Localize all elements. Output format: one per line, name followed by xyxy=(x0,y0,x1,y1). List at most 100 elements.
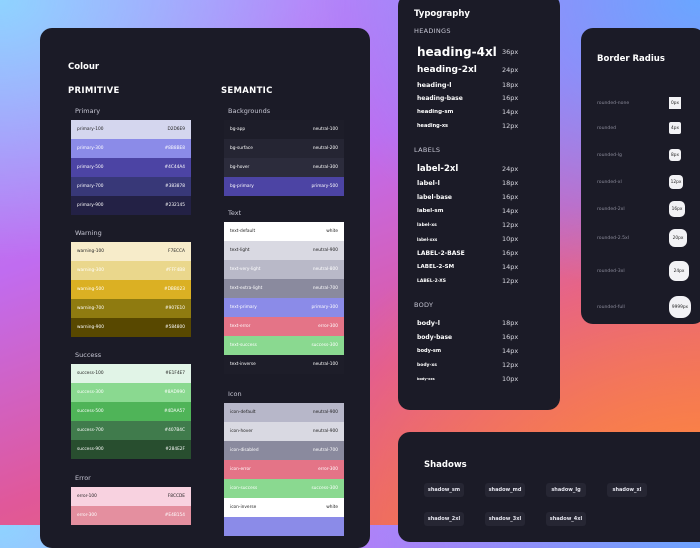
swatch-group-label: Icon xyxy=(228,390,242,398)
swatch-value: #232145 xyxy=(164,203,185,208)
type-style-row: heading-l 18px xyxy=(417,79,547,91)
type-style-size: 14px xyxy=(502,263,519,271)
shadow-chip[interactable]: shadow_2xl xyxy=(424,512,464,526)
swatch-name: primary-100 xyxy=(77,127,104,132)
shadow-chip[interactable]: shadow_3xl xyxy=(485,512,525,526)
color-swatch[interactable]: text-very-light neutral-800 xyxy=(224,260,344,279)
color-swatch[interactable]: primary-100 D2D6E9 xyxy=(71,120,191,139)
type-style-row: heading-base 16px xyxy=(417,92,547,104)
swatch-name: text-inverse xyxy=(230,362,256,367)
swatch-value: #8AD990 xyxy=(164,390,185,395)
swatch-name: text-error xyxy=(230,324,251,329)
swatch-value: white xyxy=(326,229,338,234)
type-style-name: body-xs xyxy=(417,362,437,368)
type-style-row: body-xs 12px xyxy=(417,359,547,371)
type-style-name: heading-4xl xyxy=(417,45,497,59)
type-style-row: body-xxs 10px xyxy=(417,373,547,385)
colour-panel: Colour PRIMITIVE SEMANTIC Primary primary… xyxy=(40,28,370,548)
type-style-row: body-sm 14px xyxy=(417,345,547,357)
color-swatch[interactable]: success-100 #E1F4E7 xyxy=(71,364,191,383)
color-swatch[interactable]: icon-hover neutral-900 xyxy=(224,422,344,441)
radius-name: rounded-2xl xyxy=(597,206,625,212)
swatch-value: neutral-900 xyxy=(312,248,338,253)
color-swatch[interactable]: warning-100 F7ECCA xyxy=(71,242,191,261)
color-swatch[interactable]: text-primary primary-300 xyxy=(224,298,344,317)
swatch-value: success-300 xyxy=(311,486,338,491)
swatch-value: neutral-100 xyxy=(312,127,338,132)
swatch-value: neutral-900 xyxy=(312,429,338,434)
color-swatch[interactable]: error-300 #E4B154 xyxy=(71,506,191,525)
color-swatch[interactable]: text-success success-300 xyxy=(224,336,344,355)
shadow-chip[interactable]: shadow_4xl xyxy=(546,512,586,526)
type-style-name: body-sm xyxy=(417,348,442,354)
swatch-group: bg-app neutral-100 bg-surface neutral-200 bg… xyxy=(224,120,344,196)
shadow-chip[interactable]: shadow_md xyxy=(485,483,525,497)
color-swatch[interactable]: warning-900 #584800 xyxy=(71,318,191,337)
swatch-name: text-default xyxy=(230,229,256,234)
swatch-name: bg-primary xyxy=(230,184,254,189)
color-swatch[interactable]: text-light neutral-900 xyxy=(224,241,344,260)
swatch-name: warning-100 xyxy=(77,249,104,254)
color-swatch[interactable]: warning-700 #907E10 xyxy=(71,299,191,318)
type-style-size: 16px xyxy=(502,333,519,341)
color-swatch[interactable]: icon-success success-300 xyxy=(224,479,344,498)
shadow-chip[interactable]: shadow_sm xyxy=(424,483,464,497)
swatch-name: icon-default xyxy=(230,410,256,415)
swatch-group-label: Success xyxy=(75,351,102,359)
color-swatch[interactable]: primary-500 #4C44A4 xyxy=(71,158,191,177)
type-style-name: heading-base xyxy=(417,94,463,102)
color-swatch[interactable]: bg-surface neutral-200 xyxy=(224,139,344,158)
swatch-name: primary-900 xyxy=(77,203,104,208)
color-swatch[interactable]: text-error error-300 xyxy=(224,317,344,336)
type-style-row: heading-xs 12px xyxy=(417,120,547,132)
swatch-group-label: Primary xyxy=(75,107,101,115)
border-radius-title: Border Radius xyxy=(597,54,665,64)
color-swatch[interactable]: icon-inverse white xyxy=(224,498,344,517)
color-swatch[interactable]: success-500 #4DAA57 xyxy=(71,402,191,421)
type-group-heading: BODY xyxy=(414,301,434,309)
swatch-value: error-300 xyxy=(318,324,338,329)
radius-row: rounded-none 0px xyxy=(597,93,697,113)
swatch-value: primary-500 xyxy=(311,184,339,189)
color-swatch[interactable]: primary-300 #8B8BE8 xyxy=(71,139,191,158)
type-style-name: label-2xl xyxy=(417,164,459,174)
type-group-heading: HEADINGS xyxy=(414,27,451,35)
color-swatch[interactable] xyxy=(224,517,344,536)
type-style-row: label-2xl 24px xyxy=(417,163,547,175)
color-swatch[interactable]: icon-error error-300 xyxy=(224,460,344,479)
color-swatch[interactable]: text-inverse neutral-100 xyxy=(224,355,344,374)
color-swatch[interactable]: bg-app neutral-100 xyxy=(224,120,344,139)
color-swatch[interactable]: success-700 #407B4C xyxy=(71,421,191,440)
swatch-name: text-primary xyxy=(230,305,257,310)
color-swatch[interactable]: success-900 #284E2F xyxy=(71,440,191,459)
color-swatch[interactable]: text-default white xyxy=(224,222,344,241)
swatch-value: #8B8BE8 xyxy=(164,146,185,151)
color-swatch[interactable]: warning-500 #DBB023 xyxy=(71,280,191,299)
color-swatch[interactable]: primary-900 #232145 xyxy=(71,196,191,215)
color-swatch[interactable]: bg-hover neutral-300 xyxy=(224,158,344,177)
color-swatch[interactable]: text-extra-light neutral-700 xyxy=(224,279,344,298)
shadow-chip[interactable]: shadow_lg xyxy=(546,483,586,497)
radius-sample: 8px xyxy=(669,149,681,161)
swatch-name: bg-hover xyxy=(230,165,250,170)
swatch-group-label: Text xyxy=(228,209,242,217)
swatch-value: neutral-200 xyxy=(312,146,338,151)
type-style-name: body-l xyxy=(417,319,440,327)
type-style-name: label-base xyxy=(417,193,453,201)
type-group-heading: LABELS xyxy=(414,146,441,154)
swatch-group: text-default white text-light neutral-900 te… xyxy=(224,222,344,374)
type-style-name: heading-l xyxy=(417,81,452,89)
type-style-size: 10px xyxy=(502,375,519,383)
swatch-name: success-700 xyxy=(77,428,104,433)
color-swatch[interactable]: icon-disabled neutral-700 xyxy=(224,441,344,460)
color-swatch[interactable]: error-100 F8CCDE xyxy=(71,487,191,506)
radius-sample: 24px xyxy=(669,261,689,281)
shadow-chip[interactable]: shadow_xl xyxy=(607,483,647,497)
primitive-heading: PRIMITIVE xyxy=(68,86,120,96)
color-swatch[interactable]: primary-700 #383878 xyxy=(71,177,191,196)
color-swatch[interactable]: success-300 #8AD990 xyxy=(71,383,191,402)
color-swatch[interactable]: bg-primary primary-500 xyxy=(224,177,344,196)
color-swatch[interactable]: icon-default neutral-900 xyxy=(224,403,344,422)
color-swatch[interactable]: warning-300 #FFF4B8 xyxy=(71,261,191,280)
swatch-value: #407B4C xyxy=(164,428,185,433)
